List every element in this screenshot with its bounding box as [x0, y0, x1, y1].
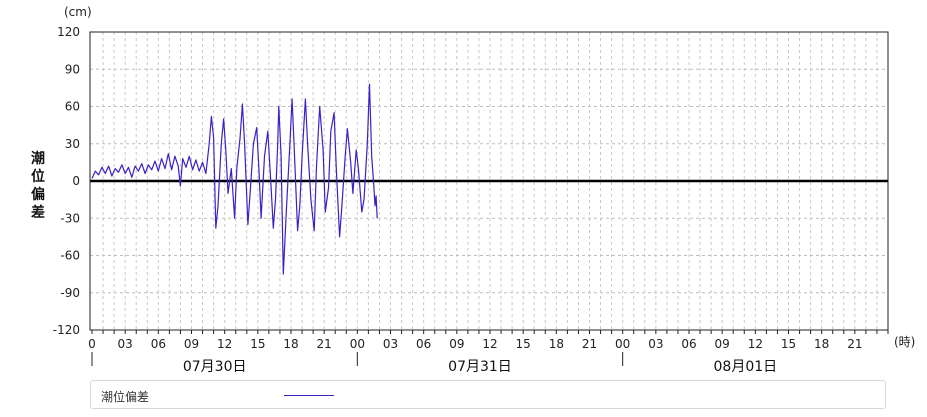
legend: 潮位偏差	[90, 380, 886, 409]
y-axis-title-char: 差	[31, 204, 45, 221]
x-tick-label: 09	[449, 337, 464, 351]
x-tick-label: 0	[88, 337, 96, 351]
x-tick-labels: 0 03 06 09 12 15 18 21 00 03 06 09 12 15 18 21 00 03 06 09 1…	[88, 330, 889, 351]
series-layer	[90, 83, 888, 275]
x-tick-label: 18	[814, 337, 829, 351]
x-tick-label: 03	[648, 337, 663, 351]
y-tick-label: 90	[65, 62, 80, 76]
x-tick-label: 18	[549, 337, 564, 351]
x-tick-label: 06	[151, 337, 166, 351]
plot-frame	[89, 31, 889, 331]
x-tick-label: 15	[516, 337, 531, 351]
y-tick-labels: 120 90 60 30 0 -30 -60 -90 -120	[53, 25, 80, 337]
date-label: 07月31日	[448, 359, 512, 375]
y-tick-label: -120	[53, 323, 80, 337]
y-tick-label: -30	[60, 211, 80, 225]
y-axis-title-char: 潮	[31, 150, 45, 167]
date-label: 07月30日	[183, 359, 247, 375]
x-tick-label: 09	[715, 337, 730, 351]
x-tick-label: 18	[283, 337, 298, 351]
x-tick-label: 21	[582, 337, 597, 351]
x-tick-label: 03	[383, 337, 398, 351]
x-tick-label: 12	[482, 337, 497, 351]
x-tick-label: 03	[118, 337, 133, 351]
date-labels: 07月30日 07月31日 08月01日	[91, 352, 778, 375]
y-unit-label: (cm)	[64, 5, 92, 19]
x-tick-label: 00	[615, 337, 630, 351]
y-tick-label: 30	[65, 137, 80, 151]
y-tick-label: -60	[60, 249, 80, 263]
x-tick-label: 12	[748, 337, 763, 351]
series-line	[91, 83, 378, 275]
y-axis-title: 潮位偏差	[31, 150, 45, 221]
x-tick-label: 00	[350, 337, 365, 351]
y-tick-label: 0	[72, 174, 80, 188]
y-axis-title-char: 位	[31, 168, 45, 185]
date-label: 08月01日	[714, 359, 778, 375]
x-tick-label: 15	[250, 337, 265, 351]
x-tick-label: 06	[416, 337, 431, 351]
x-tick-label: 09	[184, 337, 199, 351]
x-unit-label: (時)	[894, 335, 915, 349]
y-tick-label: 60	[65, 100, 80, 114]
x-tick-label: 12	[217, 337, 232, 351]
y-tick-label: -90	[60, 286, 80, 300]
legend-swatch	[284, 395, 334, 396]
x-tick-label: 21	[317, 337, 332, 351]
legend-label: 潮位偏差	[101, 390, 150, 404]
x-tick-label: 15	[781, 337, 796, 351]
y-axis-title-char: 偏	[31, 186, 45, 203]
x-tick-label: 21	[847, 337, 862, 351]
x-tick-label: 06	[681, 337, 696, 351]
y-tick-label: 120	[57, 25, 80, 39]
grid-lines	[90, 32, 888, 330]
